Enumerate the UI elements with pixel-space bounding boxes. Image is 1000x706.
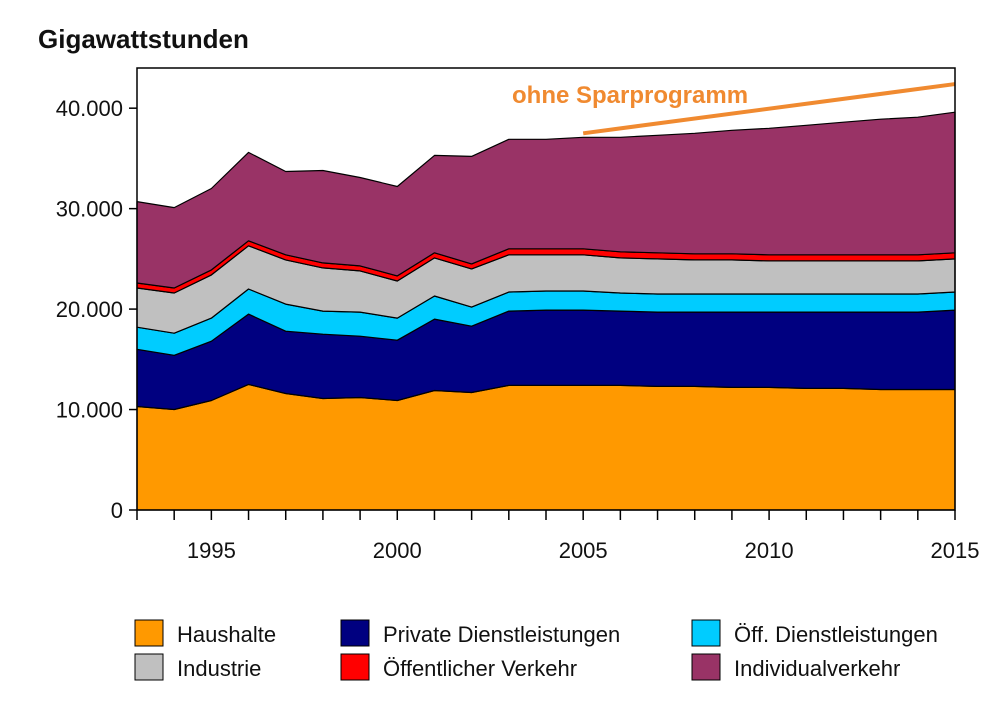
legend-item-individualverkehr: Individualverkehr bbox=[691, 653, 900, 681]
legend-item-private-dienstleistungen: Private Dienstleistungen bbox=[340, 619, 620, 647]
legend-label: Private Dienstleistungen bbox=[383, 622, 620, 647]
legend-label: Industrie bbox=[177, 656, 261, 681]
y-tick-label: 20.000 bbox=[56, 297, 123, 322]
y-tick-label: 40.000 bbox=[56, 96, 123, 121]
legend-label: Öff. Dienstleistungen bbox=[734, 622, 938, 647]
y-tick-label: 0 bbox=[111, 498, 123, 523]
legend-swatch bbox=[134, 619, 164, 647]
annotation-label: ohne Sparprogramm bbox=[512, 82, 748, 109]
annotation-line bbox=[582, 82, 956, 136]
x-tick-label: 2010 bbox=[745, 538, 794, 563]
legend-item-off-dienstleistungen: Öff. Dienstleistungen bbox=[691, 619, 938, 647]
y-tick-label: 10.000 bbox=[56, 398, 123, 423]
legend-label: Haushalte bbox=[177, 622, 276, 647]
legend-swatch bbox=[134, 653, 164, 681]
legend-item-industrie: Industrie bbox=[134, 653, 261, 681]
x-tick-label: 2000 bbox=[373, 538, 422, 563]
legend-swatch bbox=[340, 619, 370, 647]
area-layers bbox=[136, 111, 956, 511]
x-tick-label: 2005 bbox=[559, 538, 608, 563]
x-tick-label: 1995 bbox=[187, 538, 236, 563]
legend-item-offentlicher-verkehr: Öffentlicher Verkehr bbox=[340, 653, 577, 681]
legend-label: Individualverkehr bbox=[734, 656, 900, 681]
legend-swatch bbox=[691, 653, 721, 681]
legend-item-haushalte: Haushalte bbox=[134, 619, 276, 647]
legend-swatch bbox=[340, 653, 370, 681]
axes-group: 0 10.000 20.000 30.000 40.000 1995 2000 2005 201… bbox=[56, 67, 980, 563]
area-haushalte bbox=[136, 383, 956, 511]
legend-swatch bbox=[691, 619, 721, 647]
legend-label: Öffentlicher Verkehr bbox=[383, 656, 577, 681]
x-tick-label: 2015 bbox=[931, 538, 980, 563]
legend: Haushalte Private Dienstleistungen Öff. Di… bbox=[134, 619, 938, 681]
annotation-group: ohne Sparprogramm bbox=[512, 82, 956, 136]
chart-title: Gigawattstunden bbox=[38, 24, 249, 54]
y-tick-label: 30.000 bbox=[56, 197, 123, 222]
